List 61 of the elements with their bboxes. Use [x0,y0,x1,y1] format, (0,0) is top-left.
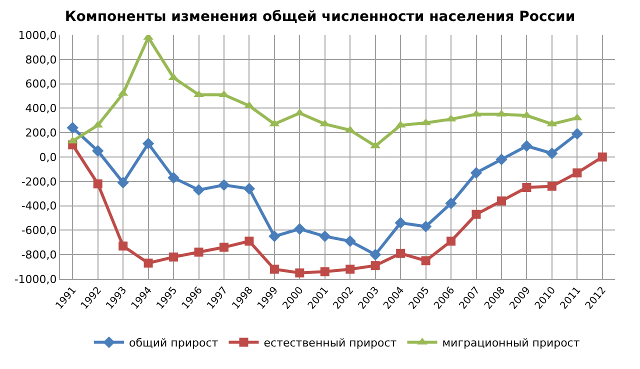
point [496,196,506,206]
point [144,258,153,268]
point [218,179,230,191]
y-tick-label: -800,0 [21,248,57,262]
y-tick-label: -600,0 [21,224,57,238]
point [344,235,356,248]
point [470,167,482,179]
y-tick-label: -1000,0 [14,272,57,286]
point [445,198,457,210]
point [295,268,304,278]
point [92,145,104,157]
point [117,176,129,188]
y-tick-label: 400,0 [25,102,57,116]
point [420,220,432,232]
chart-title: Компоненты изменения общей численности населения России [64,8,576,25]
point [394,217,406,229]
y-tick-label: 800,0 [25,53,57,66]
point [421,256,430,266]
point [598,152,607,162]
point [446,236,456,246]
point [244,101,254,108]
point [192,184,205,196]
y-tick-label: -200,0 [21,175,57,188]
point [471,110,482,117]
point [142,138,154,150]
point [93,179,102,188]
point [219,242,228,252]
point [194,248,204,257]
point [194,90,204,98]
point [319,230,331,242]
point [169,252,178,262]
y-tick-label: 200,0 [25,126,57,140]
point [522,183,532,192]
point [571,128,584,140]
point [66,122,78,134]
y-tick-label: -400,0 [21,200,57,213]
point [294,223,306,235]
point [244,236,254,246]
point [396,248,406,258]
point [320,267,330,276]
point [572,168,582,178]
point [268,230,280,242]
y-tick-label: 600,0 [25,78,57,91]
point [496,154,508,166]
y-tick-label: 1000,0 [18,28,57,42]
point [420,118,431,126]
point [520,140,533,152]
legend-label: естественный прирост [264,336,398,350]
point [270,264,279,274]
legend-label: общий прирост [129,336,219,350]
point [346,264,355,274]
point [243,182,256,195]
point [547,182,556,191]
point [546,147,558,160]
point [369,248,382,260]
point [118,242,128,251]
point [472,210,481,219]
legend-label: миграционный прирост [442,336,580,350]
point [370,261,380,270]
point [168,172,180,184]
y-tick-label: 0,0 [39,150,57,164]
